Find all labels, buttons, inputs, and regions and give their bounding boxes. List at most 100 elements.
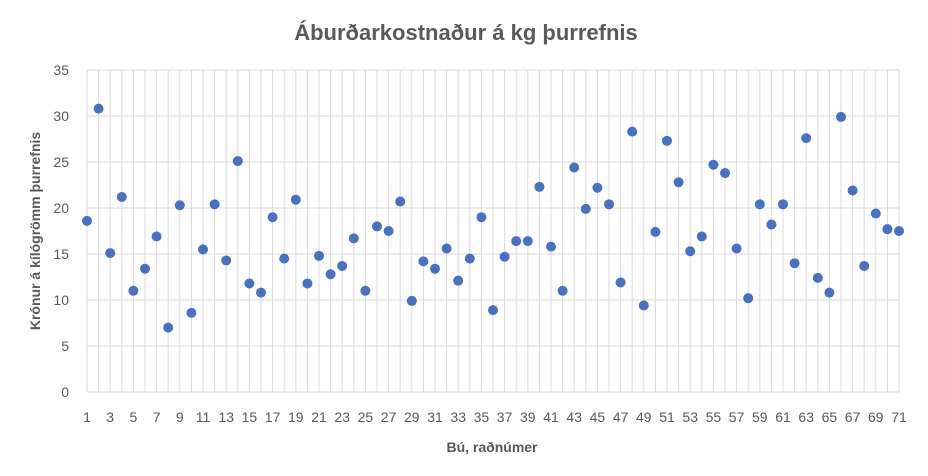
data-point: [685, 246, 696, 257]
y-tick-label: 0: [61, 384, 69, 400]
data-point: [836, 111, 846, 122]
x-axis-ticks: 1 3 5 7 9 11 13 15 17 19 21 23 25 27 29 31 33 35 37 39 41 43 4…: [83, 409, 907, 425]
data-point: [801, 133, 812, 144]
data-point: [221, 255, 232, 266]
data-point: [824, 287, 835, 298]
x-tick-label: 29: [404, 409, 420, 425]
x-tick-label: 5: [130, 409, 138, 425]
x-tick-label: 69: [868, 409, 884, 425]
data-point: [778, 199, 788, 210]
data-point: [406, 295, 417, 306]
data-point: [615, 277, 626, 288]
data-point: [395, 196, 406, 207]
data-point: [859, 260, 870, 271]
data-point: [105, 248, 116, 259]
data-point: [464, 253, 475, 264]
data-point: [696, 231, 707, 242]
data-points: [82, 103, 904, 333]
data-point: [754, 199, 765, 210]
x-tick-label: 25: [358, 409, 374, 425]
x-tick-label: 21: [311, 409, 327, 425]
gridlines: [86, 69, 900, 393]
data-point: [267, 212, 278, 223]
data-point: [627, 126, 638, 137]
data-point: [209, 199, 220, 210]
data-point: [743, 293, 754, 304]
data-point: [708, 159, 719, 170]
x-tick-label: 1: [83, 409, 91, 425]
y-tick-label: 5: [61, 338, 69, 354]
data-point: [546, 241, 556, 252]
x-tick-label: 13: [218, 409, 234, 425]
data-point: [256, 287, 266, 298]
data-point: [894, 226, 904, 236]
x-tick-label: 61: [775, 409, 791, 425]
data-point: [453, 275, 464, 286]
data-point: [662, 135, 672, 146]
data-point: [430, 263, 440, 274]
data-point: [82, 215, 92, 226]
x-tick-label: 33: [450, 409, 466, 425]
x-tick-label: 3: [106, 409, 114, 425]
x-tick-label: 45: [590, 409, 606, 425]
x-tick-label: 67: [845, 409, 861, 425]
x-tick-label: 27: [381, 409, 397, 425]
x-tick-label: 23: [334, 409, 350, 425]
data-point: [163, 322, 174, 333]
data-point: [870, 208, 881, 219]
data-point: [488, 305, 498, 316]
data-point: [476, 212, 487, 223]
data-point: [360, 285, 371, 296]
x-tick-label: 9: [176, 409, 184, 425]
data-point: [186, 307, 197, 318]
data-point: [418, 256, 429, 267]
data-point: [325, 269, 336, 280]
y-tick-label: 25: [53, 154, 69, 170]
x-tick-label: 71: [891, 409, 907, 425]
chart-title: Áburðarkostnaður á kg þurrefnis: [294, 20, 638, 45]
x-tick-label: 31: [427, 409, 443, 425]
data-point: [232, 156, 243, 167]
data-point: [580, 203, 591, 214]
data-point: [348, 233, 359, 244]
data-point: [372, 221, 382, 232]
data-point: [638, 300, 649, 311]
data-point: [789, 258, 800, 269]
x-tick-label: 7: [153, 409, 161, 425]
data-point: [174, 200, 185, 211]
data-point: [720, 168, 730, 179]
data-point: [151, 231, 162, 242]
y-tick-label: 20: [53, 200, 69, 216]
data-point: [673, 177, 684, 188]
x-tick-label: 17: [265, 409, 281, 425]
x-tick-label: 39: [520, 409, 536, 425]
data-point: [766, 219, 777, 230]
x-tick-label: 51: [659, 409, 675, 425]
data-point: [337, 260, 348, 271]
y-tick-label: 35: [53, 62, 69, 78]
x-tick-label: 63: [798, 409, 814, 425]
data-point: [290, 194, 301, 205]
x-tick-label: 15: [242, 409, 258, 425]
x-tick-label: 43: [566, 409, 582, 425]
data-point: [441, 243, 452, 254]
x-tick-label: 59: [752, 409, 768, 425]
data-point: [882, 224, 893, 235]
data-point: [522, 236, 533, 247]
data-point: [604, 199, 614, 210]
data-point: [244, 278, 255, 289]
x-tick-label: 47: [613, 409, 629, 425]
y-tick-label: 30: [53, 108, 69, 124]
data-point: [279, 253, 290, 264]
x-tick-label: 19: [288, 409, 304, 425]
data-point: [569, 162, 580, 173]
x-tick-label: 35: [474, 409, 490, 425]
data-point: [534, 181, 545, 192]
x-tick-label: 53: [682, 409, 698, 425]
data-point: [511, 236, 522, 247]
data-point: [650, 226, 661, 237]
data-point: [812, 272, 823, 283]
data-point: [198, 244, 208, 255]
x-tick-label: 11: [196, 409, 211, 425]
